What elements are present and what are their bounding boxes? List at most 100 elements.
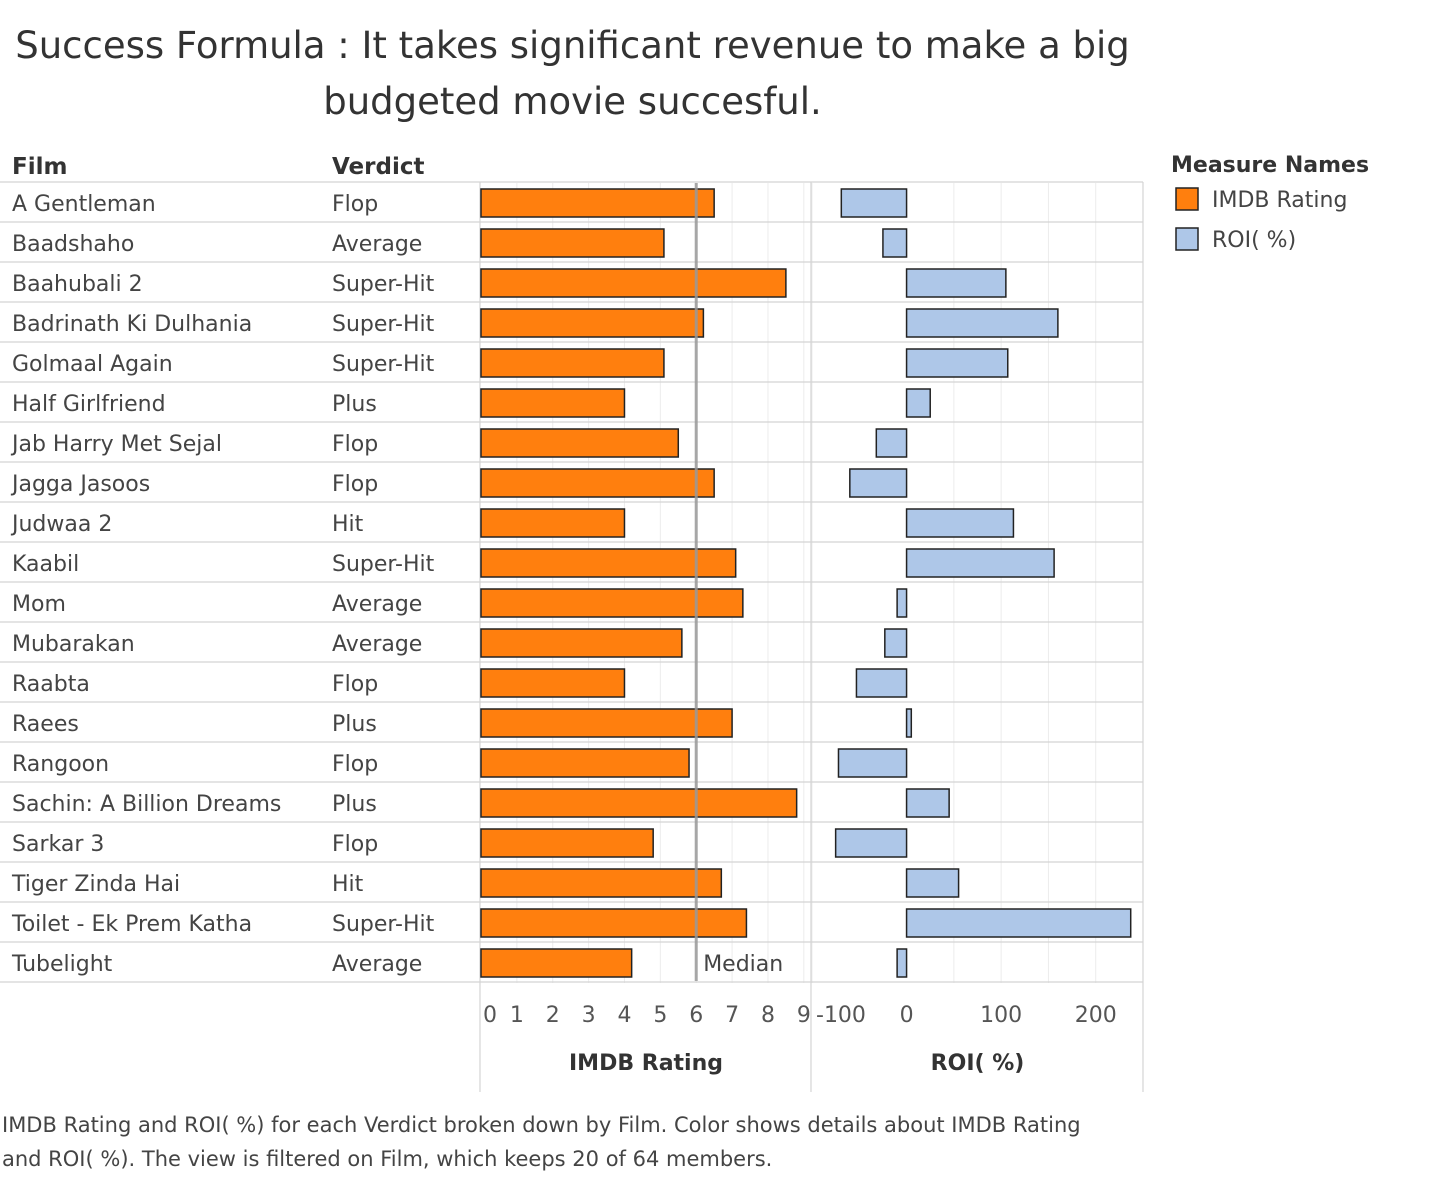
chart-title-line-1: Success Formula : It takes significant r… bbox=[15, 24, 1130, 67]
roi-tick-label: 100 bbox=[980, 1003, 1022, 1028]
legend: Measure Names IMDB Rating ROI( %) bbox=[1171, 153, 1369, 253]
imdb-rating-bar bbox=[480, 948, 633, 978]
film-label: Baahubali 2 bbox=[12, 272, 143, 297]
legend-swatch bbox=[1175, 227, 1199, 251]
verdict-label: Hit bbox=[332, 512, 364, 537]
imdb-rating-bar bbox=[480, 828, 654, 858]
imdb-tick-label: 2 bbox=[546, 1003, 560, 1028]
imdb-tick-label: 6 bbox=[689, 1003, 703, 1028]
verdict-label: Plus bbox=[332, 712, 377, 737]
legend-title: Measure Names bbox=[1171, 153, 1369, 178]
verdict-label: Average bbox=[332, 952, 422, 977]
roi-bar bbox=[905, 388, 931, 418]
imdb-rating-bar bbox=[480, 868, 723, 898]
roi-bar bbox=[882, 228, 908, 258]
imdb-tick-label: 7 bbox=[725, 1003, 739, 1028]
roi-bar bbox=[905, 348, 1009, 378]
verdict-label: Hit bbox=[332, 872, 364, 897]
verdict-label: Average bbox=[332, 632, 422, 657]
film-label: Sarkar 3 bbox=[12, 832, 104, 857]
roi-bar bbox=[905, 708, 913, 738]
roi-bar bbox=[905, 868, 960, 898]
roi-bar bbox=[884, 628, 908, 658]
film-label: Mom bbox=[12, 592, 66, 617]
imdb-rating-bar bbox=[480, 748, 690, 778]
verdict-label: Flop bbox=[332, 672, 378, 697]
verdict-label: Super-Hit bbox=[332, 352, 435, 377]
imdb-tick-label: 4 bbox=[617, 1003, 631, 1028]
roi-tick-label: 0 bbox=[900, 1003, 914, 1028]
roi-bar bbox=[855, 668, 908, 698]
verdict-column-header: Verdict bbox=[332, 154, 424, 180]
film-label: Badrinath Ki Dulhania bbox=[12, 312, 252, 337]
film-label: Baadshaho bbox=[12, 232, 134, 257]
verdict-label: Flop bbox=[332, 752, 378, 777]
imdb-rating-bar bbox=[480, 428, 680, 458]
imdb-tick-label: 0 bbox=[483, 1003, 497, 1028]
roi-tick-label: -100 bbox=[816, 1003, 866, 1028]
imdb-rating-bar bbox=[480, 508, 626, 538]
film-label: Sachin: A Billion Dreams bbox=[12, 792, 281, 817]
verdict-label: Flop bbox=[332, 472, 378, 497]
roi-bar bbox=[834, 828, 908, 858]
imdb-rating-bar bbox=[480, 788, 798, 818]
film-label: Rangoon bbox=[12, 752, 109, 777]
chart-title-line-2: budgeted movie succesful. bbox=[323, 80, 822, 123]
film-label: Kaabil bbox=[12, 552, 79, 577]
imdb-tick-label: 9 bbox=[797, 1003, 811, 1028]
film-label: Raees bbox=[12, 712, 79, 737]
roi-bar bbox=[905, 268, 1007, 298]
verdict-label: Flop bbox=[332, 432, 378, 457]
verdict-label: Average bbox=[332, 592, 422, 617]
verdict-label: Super-Hit bbox=[332, 272, 435, 297]
verdict-label: Plus bbox=[332, 392, 377, 417]
roi-bar bbox=[905, 908, 1132, 938]
film-label: Tiger Zinda Hai bbox=[11, 872, 180, 897]
legend-item-label: IMDB Rating bbox=[1212, 188, 1347, 213]
imdb-tick-label: 8 bbox=[761, 1003, 775, 1028]
chart-area: Film Verdict A Gentleman Flop Baadshaho Avera… bbox=[0, 153, 1369, 1092]
imdb-axis-title: IMDB Rating bbox=[569, 1051, 723, 1076]
imdb-rating-bar bbox=[480, 908, 748, 938]
film-label: Raabta bbox=[12, 672, 90, 697]
roi-bar bbox=[896, 948, 908, 978]
imdb-rating-bar bbox=[480, 628, 683, 658]
verdict-label: Super-Hit bbox=[332, 552, 435, 577]
imdb-rating-bar bbox=[480, 188, 715, 218]
bars-layer: Median bbox=[480, 183, 1132, 981]
imdb-rating-bar bbox=[480, 668, 626, 698]
verdict-label: Super-Hit bbox=[332, 312, 435, 337]
imdb-rating-bar bbox=[480, 548, 737, 578]
film-label: Jab Harry Met Sejal bbox=[10, 432, 222, 457]
roi-bar bbox=[837, 748, 908, 778]
roi-bar bbox=[905, 788, 950, 818]
median-label: Median bbox=[703, 952, 783, 977]
imdb-rating-bar bbox=[480, 588, 744, 618]
film-label: Toilet - Ek Prem Katha bbox=[11, 912, 252, 937]
imdb-rating-bar bbox=[480, 708, 733, 738]
legend-swatch bbox=[1175, 187, 1199, 211]
roi-bar bbox=[840, 188, 908, 218]
roi-axis-title: ROI( %) bbox=[931, 1051, 1025, 1076]
film-column-header: Film bbox=[12, 154, 67, 180]
roi-bar bbox=[905, 548, 1055, 578]
imdb-rating-bar bbox=[480, 468, 715, 498]
film-label: Mubarakan bbox=[12, 632, 135, 657]
roi-bar bbox=[896, 588, 908, 618]
roi-bar bbox=[905, 508, 1015, 538]
chart-caption: IMDB Rating and ROI( %) for each Verdict… bbox=[2, 1113, 1081, 1171]
roi-bar bbox=[849, 468, 908, 498]
verdict-label: Flop bbox=[332, 192, 378, 217]
film-label: Jagga Jasoos bbox=[10, 472, 150, 497]
imdb-tick-label: 1 bbox=[510, 1003, 524, 1028]
roi-bar bbox=[875, 428, 908, 458]
imdb-rating-bar bbox=[480, 308, 705, 338]
verdict-label: Average bbox=[332, 232, 422, 257]
imdb-rating-bar bbox=[480, 388, 626, 418]
roi-tick-label: 200 bbox=[1075, 1003, 1117, 1028]
chart-title: Success Formula : It takes significant r… bbox=[0, 18, 1145, 130]
imdb-rating-bar bbox=[480, 348, 665, 378]
film-label: A Gentleman bbox=[12, 192, 156, 217]
imdb-tick-label: 5 bbox=[653, 1003, 667, 1028]
